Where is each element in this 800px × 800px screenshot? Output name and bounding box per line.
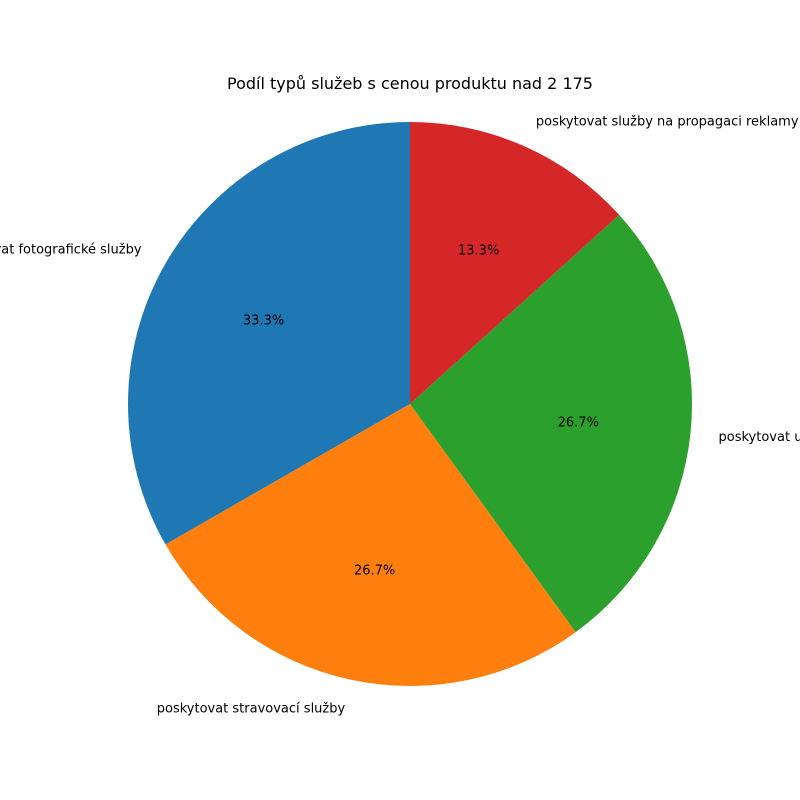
pie-category-label-1: poskytovat fotografické služby [0, 243, 142, 258]
pie-slice-1 [128, 122, 411, 545]
pie-slice-3 [410, 214, 692, 633]
pie-labels: 33.3% poskytovat fotografické služby 26.7%… [0, 114, 800, 716]
chart-title: Podíl typů služeb s cenou produktu nad 2… [227, 74, 593, 93]
pie-percent-label-4: 13.3% [458, 243, 499, 258]
pie-slice-4 [410, 122, 620, 404]
pie-percent-label-3: 26.7% [558, 416, 599, 431]
pie-category-label-4: poskytovat služby na propagaci reklamy [536, 114, 799, 129]
pie-slices [128, 122, 692, 686]
pie-percent-label-1: 33.3% [243, 313, 284, 328]
pie-category-label-2: poskytovat stravovací služby [157, 701, 346, 716]
pie-category-label-3: poskytovat ubytovací služby [719, 430, 800, 445]
pie-percent-label-2: 26.7% [354, 563, 395, 578]
pie-slice-2 [165, 404, 576, 686]
